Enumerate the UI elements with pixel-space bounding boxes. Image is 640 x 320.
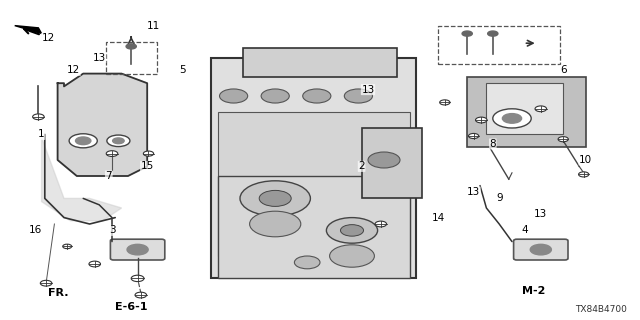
Circle shape [40, 280, 52, 286]
Polygon shape [362, 128, 422, 198]
Text: 5: 5 [179, 65, 186, 76]
Text: 4: 4 [522, 225, 528, 236]
Circle shape [579, 172, 589, 177]
Circle shape [462, 31, 472, 36]
Text: 13: 13 [93, 52, 106, 63]
Polygon shape [243, 48, 397, 77]
Circle shape [440, 100, 450, 105]
Circle shape [535, 106, 547, 112]
Circle shape [240, 181, 310, 216]
Text: 3: 3 [109, 225, 115, 236]
Circle shape [368, 152, 400, 168]
Text: FR.: FR. [48, 288, 68, 298]
Text: TX84B4700: TX84B4700 [575, 305, 627, 314]
Text: 15: 15 [141, 161, 154, 172]
Circle shape [303, 89, 331, 103]
Text: 7: 7 [106, 171, 112, 181]
Text: 8: 8 [490, 139, 496, 149]
FancyBboxPatch shape [110, 239, 164, 260]
Text: 9: 9 [496, 193, 502, 204]
Circle shape [63, 244, 72, 249]
Circle shape [131, 275, 144, 282]
Bar [218, 112, 410, 256]
Text: E-6-1: E-6-1 [115, 302, 147, 312]
Circle shape [106, 151, 118, 156]
Circle shape [468, 133, 479, 139]
Circle shape [69, 134, 97, 148]
Polygon shape [15, 26, 42, 34]
Text: 13: 13 [534, 209, 547, 220]
Circle shape [261, 89, 289, 103]
Circle shape [476, 117, 487, 123]
Circle shape [107, 135, 130, 147]
Text: 10: 10 [579, 155, 592, 165]
Circle shape [530, 244, 551, 255]
Circle shape [33, 114, 44, 120]
Circle shape [220, 89, 248, 103]
Text: 12: 12 [67, 65, 80, 76]
Circle shape [493, 109, 531, 128]
Circle shape [135, 292, 147, 298]
Text: 11: 11 [147, 20, 160, 31]
Text: 16: 16 [29, 225, 42, 236]
Text: 6: 6 [560, 65, 566, 76]
Text: 2: 2 [358, 161, 365, 172]
Polygon shape [42, 138, 122, 221]
Circle shape [330, 245, 374, 267]
Text: 13: 13 [467, 187, 480, 197]
Circle shape [340, 225, 364, 236]
Circle shape [326, 218, 378, 243]
Circle shape [375, 221, 387, 227]
Circle shape [259, 190, 291, 206]
Circle shape [89, 261, 100, 267]
Text: 12: 12 [42, 33, 54, 44]
Circle shape [344, 89, 372, 103]
FancyBboxPatch shape [514, 239, 568, 260]
Polygon shape [218, 176, 410, 278]
Circle shape [76, 137, 91, 145]
Circle shape [113, 138, 124, 144]
Polygon shape [211, 58, 416, 278]
Polygon shape [467, 77, 586, 147]
Circle shape [488, 31, 498, 36]
Text: 13: 13 [362, 84, 374, 95]
Polygon shape [486, 83, 563, 134]
Text: M-2: M-2 [522, 286, 545, 296]
Circle shape [502, 114, 522, 123]
Circle shape [127, 244, 148, 255]
Circle shape [558, 137, 568, 142]
Circle shape [126, 44, 136, 49]
Circle shape [143, 151, 154, 156]
Circle shape [294, 256, 320, 269]
Text: 1: 1 [38, 129, 45, 140]
Text: 14: 14 [432, 212, 445, 223]
Circle shape [250, 211, 301, 237]
Polygon shape [58, 74, 147, 176]
